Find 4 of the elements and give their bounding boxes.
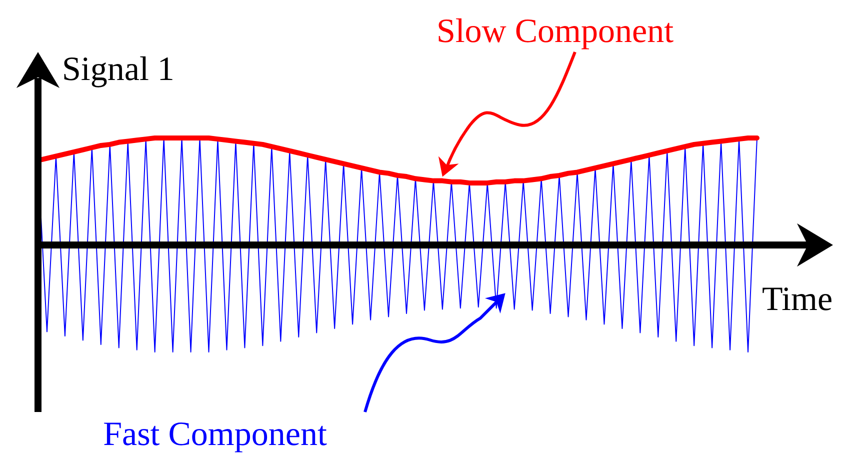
text: Slow Component [436, 13, 674, 50]
y-axis-title: Signal 1 [62, 51, 174, 88]
text: Fast Component [103, 416, 328, 453]
x-axis-title: Time [762, 281, 833, 318]
